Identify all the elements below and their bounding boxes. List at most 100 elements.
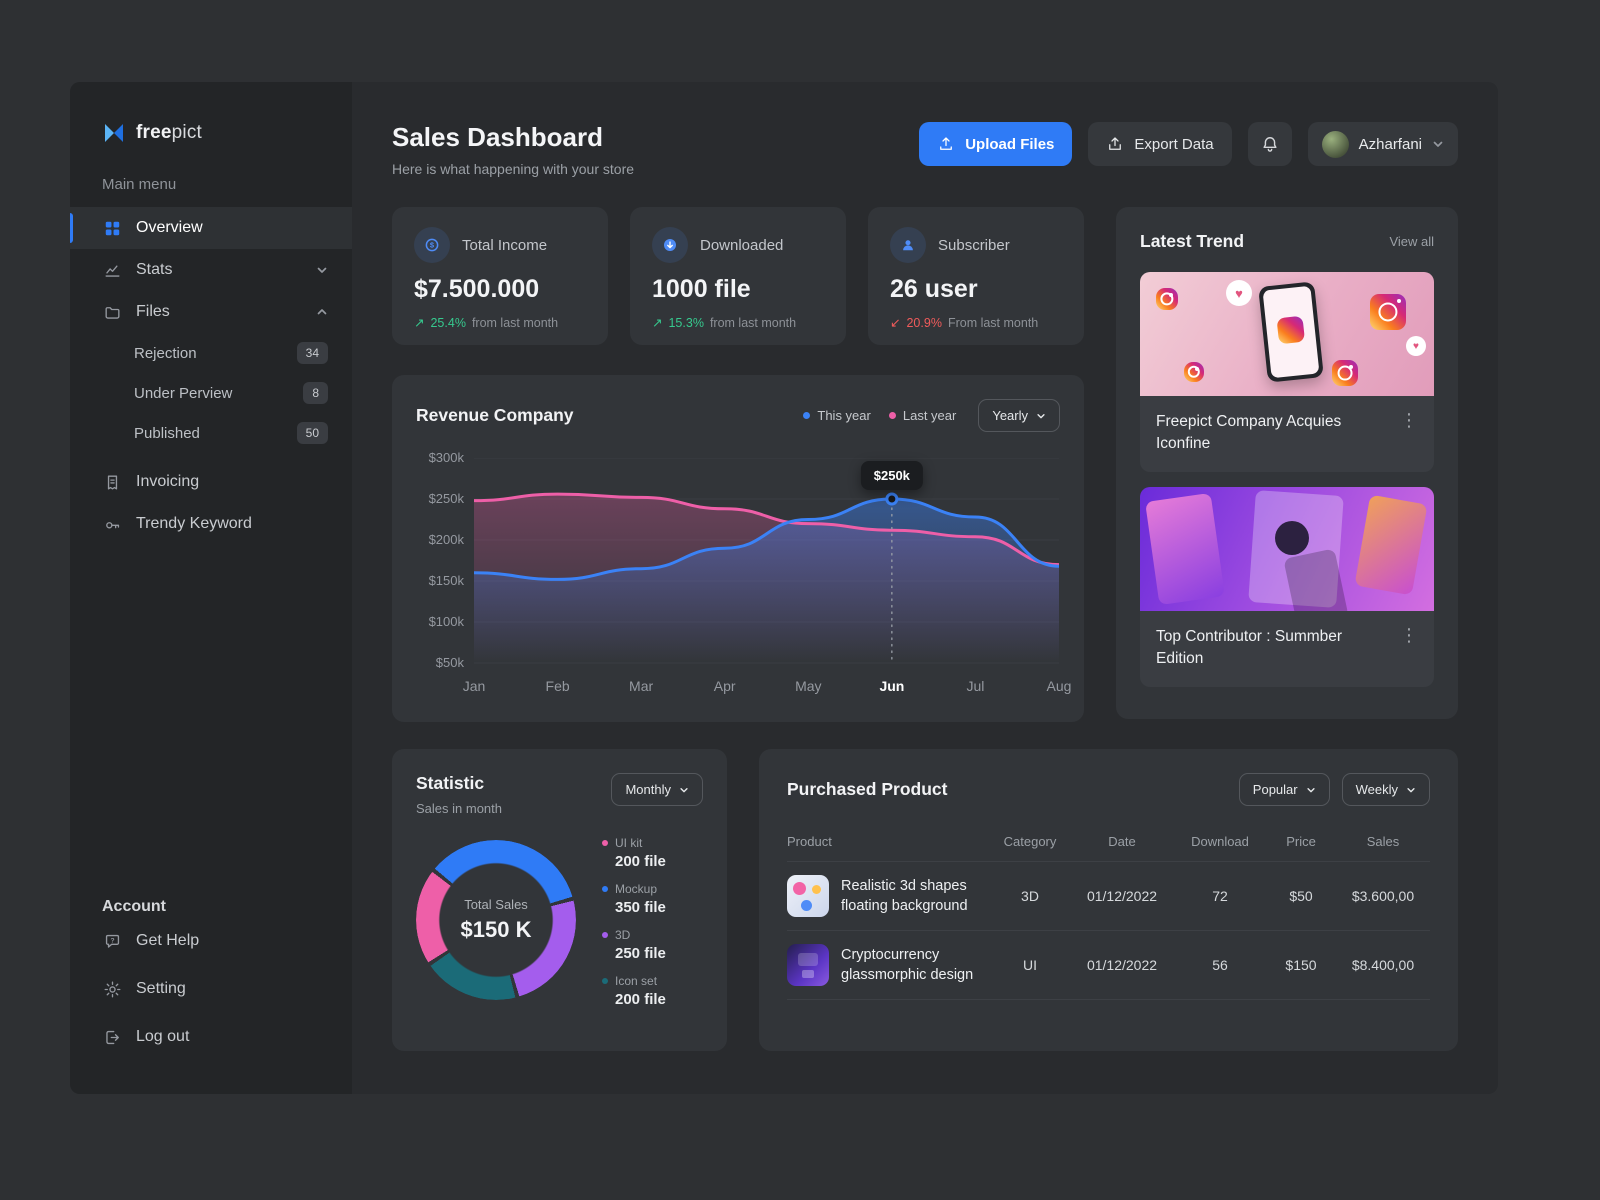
sidebar-item-overview[interactable]: Overview [70, 207, 352, 249]
chevron-down-icon [1306, 787, 1315, 792]
statistic-title: Statistic [416, 773, 485, 793]
sidebar-item-label: Get Help [136, 932, 200, 949]
stat-value: 26 user [890, 275, 978, 303]
brand-name: freepict [136, 122, 202, 144]
stat-label: Downloaded [700, 236, 784, 254]
sidebar-item-log-out[interactable]: Log out [70, 1014, 352, 1060]
count-badge: 50 [296, 422, 328, 444]
legend-row-icon-set: Icon set 200 file [602, 974, 666, 1008]
chevron-down-icon [1407, 787, 1415, 792]
chevron-down-icon [680, 787, 688, 792]
x-axis-labels: Jan Feb Mar Apr May Jun Jul Aug [462, 678, 1072, 694]
user-name: Azharfani [1358, 135, 1422, 153]
download-circle-icon [652, 227, 688, 263]
table-row[interactable]: Cryptocurrency glassmorphic design UI 01… [787, 931, 1430, 1000]
product-name: Cryptocurrency glassmorphic design [841, 947, 974, 983]
stat-label: Subscriber [938, 236, 1010, 254]
trend-item-title: Freepict Company Acquies Iconfine [1156, 413, 1342, 452]
trend-arrow-icon: ↗ [414, 316, 425, 330]
sidebar-subitem-published[interactable]: Published 50 [70, 413, 352, 453]
donut-center-label: Total Sales [464, 897, 528, 912]
stat-card-downloaded: Downloaded 1000 file ↗ 15.3% from last m… [630, 207, 846, 345]
trend-thumbnail [1140, 487, 1434, 611]
sidebar-item-setting[interactable]: Setting [70, 966, 352, 1012]
sidebar-item-label: Setting [136, 980, 186, 997]
stat-value: 1000 file [652, 275, 751, 303]
sidebar-item-label: Files [136, 303, 170, 320]
upload-files-button[interactable]: Upload Files [919, 122, 1073, 166]
stat-cards-row: $ Total Income $7.500.000 ↗ 25.4% from l… [392, 207, 1084, 345]
upload-files-label: Upload Files [965, 135, 1055, 153]
menu-section-label: Main menu [102, 176, 177, 193]
sales-donut-chart: Total Sales $150 K [416, 840, 576, 1000]
brand-logo: freepict [70, 118, 352, 148]
collage-tile [1275, 521, 1310, 555]
page-subtitle: Here is what happening with your store [392, 161, 635, 177]
trend-item[interactable]: Freepict Company Acquies Iconfine ⋮ [1140, 272, 1434, 472]
trend-item[interactable]: Top Contributor : Summber Edition ⋮ [1140, 487, 1434, 687]
chevron-down-icon [1037, 413, 1045, 418]
sidebar-item-label: Log out [136, 1028, 190, 1045]
kebab-menu-icon[interactable]: ⋮ [1400, 410, 1418, 430]
latest-trend-card: Latest Trend View all Freepict Comp [1116, 207, 1458, 719]
cell-price: $150 [1285, 957, 1317, 973]
sidebar-item-trendy-keyword[interactable]: Trendy Keyword [70, 503, 352, 545]
product-thumbnail [787, 875, 829, 917]
yearly-select[interactable]: Yearly [978, 399, 1060, 432]
export-data-button[interactable]: Export Data [1088, 122, 1232, 166]
legend-dot [803, 412, 811, 419]
subitem-label: Under Perview [134, 384, 233, 402]
income-coin-icon: $ [414, 227, 450, 263]
stat-delta-note: From last month [947, 315, 1039, 330]
trend-arrow-icon: ↙ [890, 316, 901, 330]
collage-tile [1354, 494, 1428, 596]
purchased-title: Purchased Product [787, 779, 948, 799]
sidebar-item-invoicing[interactable]: Invoicing [70, 461, 352, 503]
sidebar-item-get-help[interactable]: ? Get Help [70, 918, 352, 964]
sidebar-subitem-under-perview[interactable]: Under Perview 8 [70, 373, 352, 413]
sidebar-subitem-rejection[interactable]: Rejection 34 [70, 333, 352, 373]
trend-arrow-icon: ↗ [652, 316, 663, 330]
table-row[interactable]: Realistic 3d shapes floating background … [787, 862, 1430, 931]
freepict-logo-icon [105, 124, 123, 142]
sidebar-item-files[interactable]: Files [70, 291, 352, 333]
monthly-select[interactable]: Monthly [611, 773, 703, 806]
cell-sales: $8.400,00 [1351, 957, 1415, 973]
main-content: Sales Dashboard Here is what happening w… [352, 82, 1498, 1094]
notification-bell-button[interactable] [1247, 122, 1292, 166]
chevron-up-icon[interactable] [316, 306, 328, 318]
svg-text:$: $ [430, 241, 435, 250]
revenue-line-chart [474, 458, 1059, 664]
kebab-menu-icon[interactable]: ⋮ [1400, 625, 1418, 645]
page-header: Sales Dashboard Here is what happening w… [392, 122, 1458, 177]
chart-icon [102, 260, 122, 280]
logout-icon [102, 1027, 122, 1047]
view-all-link[interactable]: View all [1389, 234, 1434, 249]
help-chat-icon: ? [102, 931, 122, 951]
popular-select-value: Popular [1252, 782, 1298, 797]
export-data-label: Export Data [1134, 135, 1214, 153]
purchased-product-card: Purchased Product Popular Weekly Produc [759, 749, 1458, 1051]
subitem-label: Published [134, 424, 200, 442]
revenue-company-card: Revenue Company This year Last year [392, 375, 1084, 722]
cell-price: $50 [1289, 888, 1313, 904]
popular-select[interactable]: Popular [1238, 773, 1330, 806]
cell-date: 01/12/2022 [1086, 957, 1158, 973]
user-menu[interactable]: Azharfani [1307, 122, 1458, 166]
statistic-subtitle: Sales in month [416, 801, 502, 816]
yearly-select-value: Yearly [992, 408, 1028, 423]
cell-download: 72 [1212, 888, 1228, 904]
stat-card-subscriber: Subscriber 26 user ↙ 20.9% From last mon… [868, 207, 1084, 345]
weekly-select[interactable]: Weekly [1341, 773, 1430, 806]
stat-delta: 20.9% [906, 315, 942, 330]
count-badge: 34 [296, 342, 328, 364]
sidebar-item-stats[interactable]: Stats [70, 249, 352, 291]
chevron-down-icon[interactable] [316, 264, 328, 276]
trend-thumbnail [1140, 272, 1434, 396]
stat-card-total-income: $ Total Income $7.500.000 ↗ 25.4% from l… [392, 207, 608, 345]
legend-dot [602, 886, 608, 892]
legend-label: This year [817, 408, 871, 423]
sidebar-item-label: Invoicing [136, 473, 200, 490]
sidebar-item-label: Trendy Keyword [136, 515, 252, 532]
chevron-down-icon [1432, 138, 1444, 150]
